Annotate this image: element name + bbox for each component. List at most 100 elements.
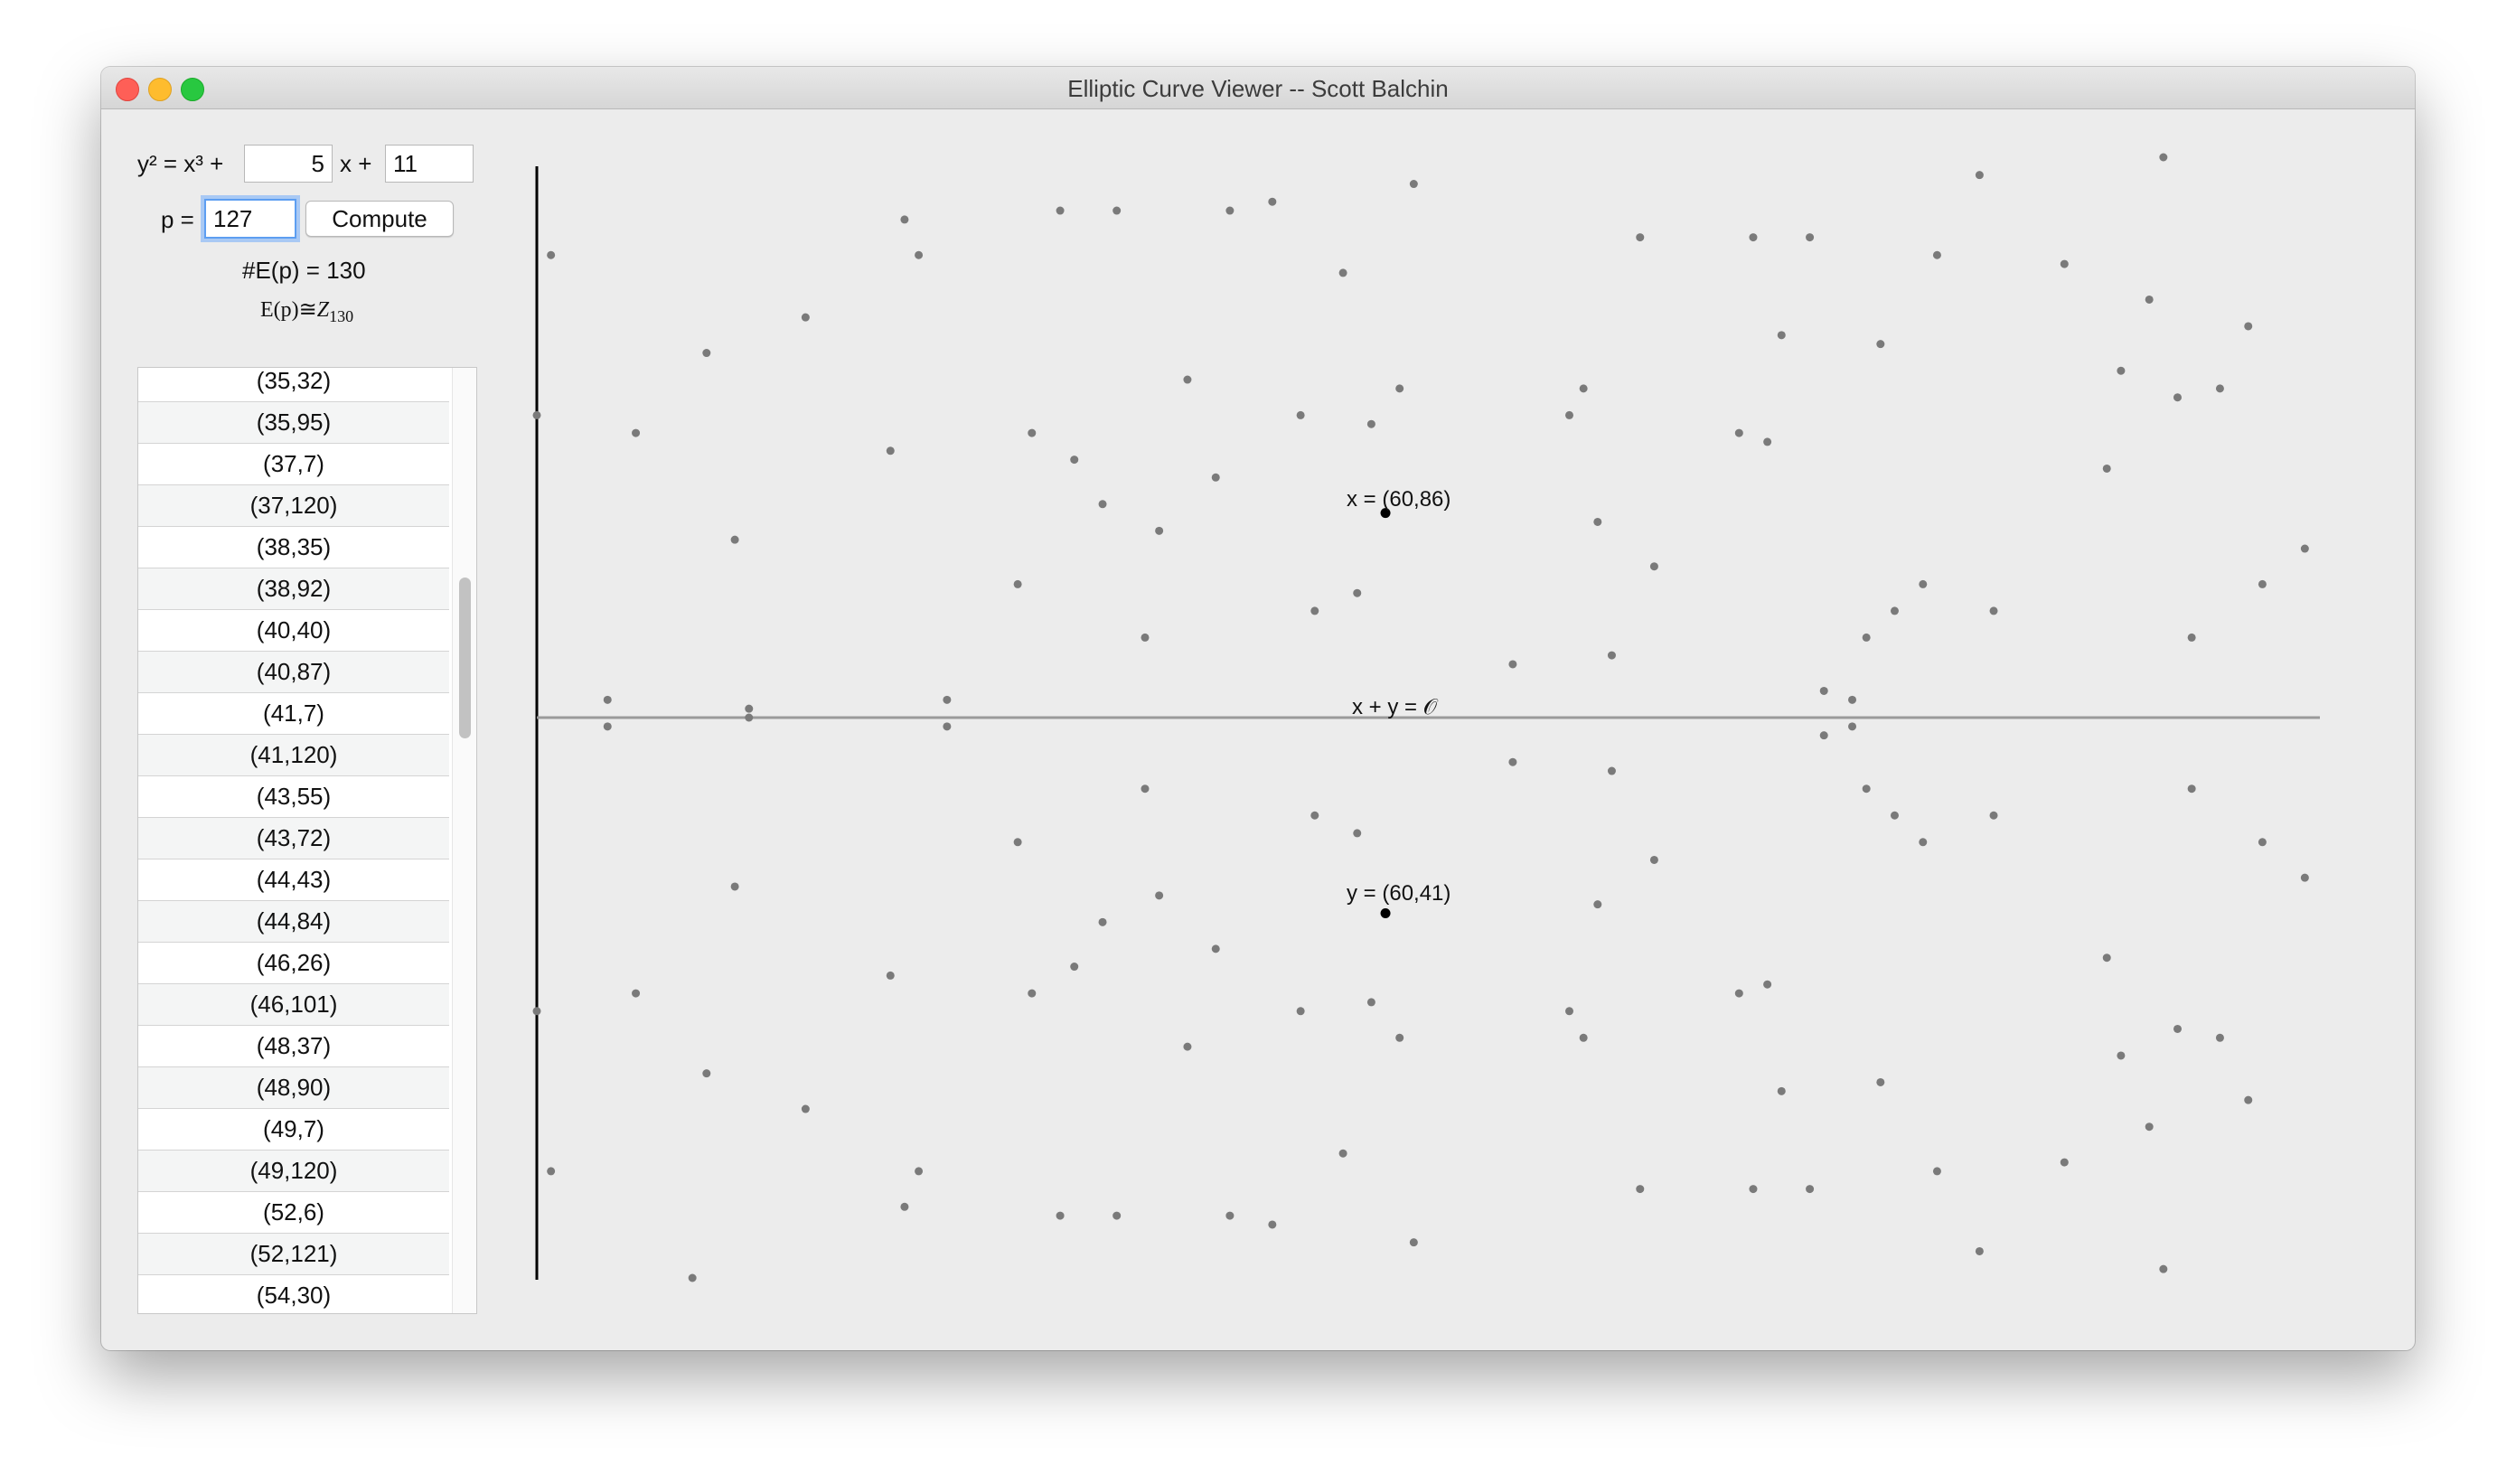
curve-point: [1070, 456, 1079, 465]
point-list-item[interactable]: (54,30): [138, 1275, 449, 1313]
point-list-item[interactable]: (48,37): [138, 1026, 449, 1067]
curve-point: [1607, 651, 1616, 660]
curve-point: [1975, 171, 1984, 180]
curve-plot[interactable]: x = (60,86) x + y = 𝒪 y = (60,41): [101, 67, 2415, 1350]
curve-point: [1112, 206, 1122, 215]
selected-point[interactable]: [1380, 508, 1391, 519]
point-list-item[interactable]: (40,87): [138, 652, 449, 693]
curve-point: [1989, 606, 1998, 615]
curve-point: [1508, 660, 1517, 669]
curve-point: [1353, 829, 1362, 838]
curve-point: [1862, 633, 1871, 642]
curve-point: [1862, 784, 1871, 794]
prime-field[interactable]: 127: [204, 199, 296, 239]
curve-point: [943, 695, 952, 704]
point-list-item[interactable]: (35,32): [138, 368, 449, 402]
curve-point: [1395, 384, 1404, 393]
compute-button[interactable]: Compute: [305, 201, 454, 237]
curve-point: [1225, 1211, 1235, 1220]
curve-point: [1848, 695, 1857, 704]
point-list-item[interactable]: (38,35): [138, 527, 449, 568]
curve-point: [1806, 233, 1815, 242]
curve-point: [1056, 206, 1065, 215]
point-list-item[interactable]: (41,120): [138, 735, 449, 776]
curve-point: [1098, 917, 1107, 926]
point-list-item[interactable]: (41,7): [138, 693, 449, 735]
curve-point: [2117, 1051, 2126, 1060]
curve-point: [1919, 838, 1928, 847]
curve-point: [1353, 588, 1362, 597]
curve-point: [1636, 233, 1645, 242]
curve-point: [547, 250, 556, 259]
title-bar: Elliptic Curve Viewer -- Scott Balchin: [101, 67, 2415, 109]
curve-point: [2060, 259, 2069, 268]
app-window: Elliptic Curve Viewer -- Scott Balchin y…: [101, 67, 2415, 1350]
curve-point: [1579, 1033, 1588, 1042]
curve-point: [1749, 233, 1758, 242]
curve-point: [1183, 375, 1192, 384]
point-list-item[interactable]: (37,7): [138, 444, 449, 485]
curve-point: [1508, 757, 1517, 766]
points-list[interactable]: (35,32) (35,95) (37,7) (37,120) (38,35) (38,9…: [137, 367, 477, 1314]
curve-point: [801, 313, 810, 322]
point-list-item[interactable]: (44,84): [138, 901, 449, 943]
minimize-window-button[interactable]: [148, 78, 172, 101]
point-list-item[interactable]: (38,92): [138, 568, 449, 610]
curve-point: [1819, 686, 1828, 695]
point-list-item[interactable]: (35,95): [138, 402, 449, 444]
point-list-item[interactable]: (52,6): [138, 1192, 449, 1234]
point-list-item[interactable]: (37,120): [138, 485, 449, 527]
curve-point: [632, 428, 641, 437]
curve-point: [1565, 1007, 1574, 1016]
group-order: 130: [329, 306, 354, 325]
curve-point: [1296, 1007, 1305, 1016]
curve-points: [532, 153, 2309, 1282]
curve-point: [2187, 633, 2196, 642]
curve-point: [2145, 1122, 2154, 1132]
point-list-item[interactable]: (44,43): [138, 859, 449, 901]
curve-point: [1112, 1211, 1122, 1220]
point-list-item[interactable]: (43,55): [138, 776, 449, 818]
point-list-item[interactable]: (48,90): [138, 1067, 449, 1109]
curve-point: [1268, 1220, 1277, 1229]
curve-point: [2187, 784, 2196, 794]
curve-point: [1819, 731, 1828, 740]
curve-point: [1919, 579, 1928, 588]
point-list-item[interactable]: (52,121): [138, 1234, 449, 1275]
point-list-item[interactable]: (49,7): [138, 1109, 449, 1151]
coefficient-a-field[interactable]: 5: [244, 145, 333, 183]
curve-point: [1932, 250, 1941, 259]
point-list-item[interactable]: (46,26): [138, 943, 449, 984]
close-window-button[interactable]: [116, 78, 139, 101]
curve-point: [1593, 517, 1602, 526]
curve-point: [1310, 811, 1319, 820]
curve-point: [702, 349, 711, 358]
selected-point[interactable]: [1380, 908, 1391, 919]
point-list-item[interactable]: (43,72): [138, 818, 449, 859]
scrollbar-thumb[interactable]: [459, 578, 471, 738]
curve-point: [2173, 1024, 2182, 1033]
coefficient-b-field[interactable]: 11: [385, 145, 474, 183]
curve-point: [2145, 295, 2154, 304]
curve-point: [1876, 1077, 1885, 1086]
point-list-item[interactable]: (40,40): [138, 610, 449, 652]
curve-point: [532, 1007, 541, 1016]
point-list-item[interactable]: (46,101): [138, 984, 449, 1026]
curve-point: [1890, 606, 1899, 615]
points-list-scrollbar[interactable]: [452, 368, 476, 1313]
curve-point: [1409, 180, 1418, 189]
curve-point: [1749, 1185, 1758, 1194]
point-list-item[interactable]: (49,120): [138, 1151, 449, 1192]
sum-label: x + y = 𝒪: [1352, 695, 1439, 719]
curve-point: [632, 989, 641, 998]
zoom-window-button[interactable]: [181, 78, 204, 101]
curve-point: [1225, 206, 1235, 215]
curve-point: [1310, 606, 1319, 615]
curve-point: [1409, 1238, 1418, 1247]
curve-point: [1932, 1167, 1941, 1176]
curve-point: [1155, 526, 1164, 535]
curve-point: [1876, 340, 1885, 349]
curve-point: [1155, 891, 1164, 900]
curve-point: [2258, 579, 2267, 588]
curve-point: [745, 713, 754, 722]
